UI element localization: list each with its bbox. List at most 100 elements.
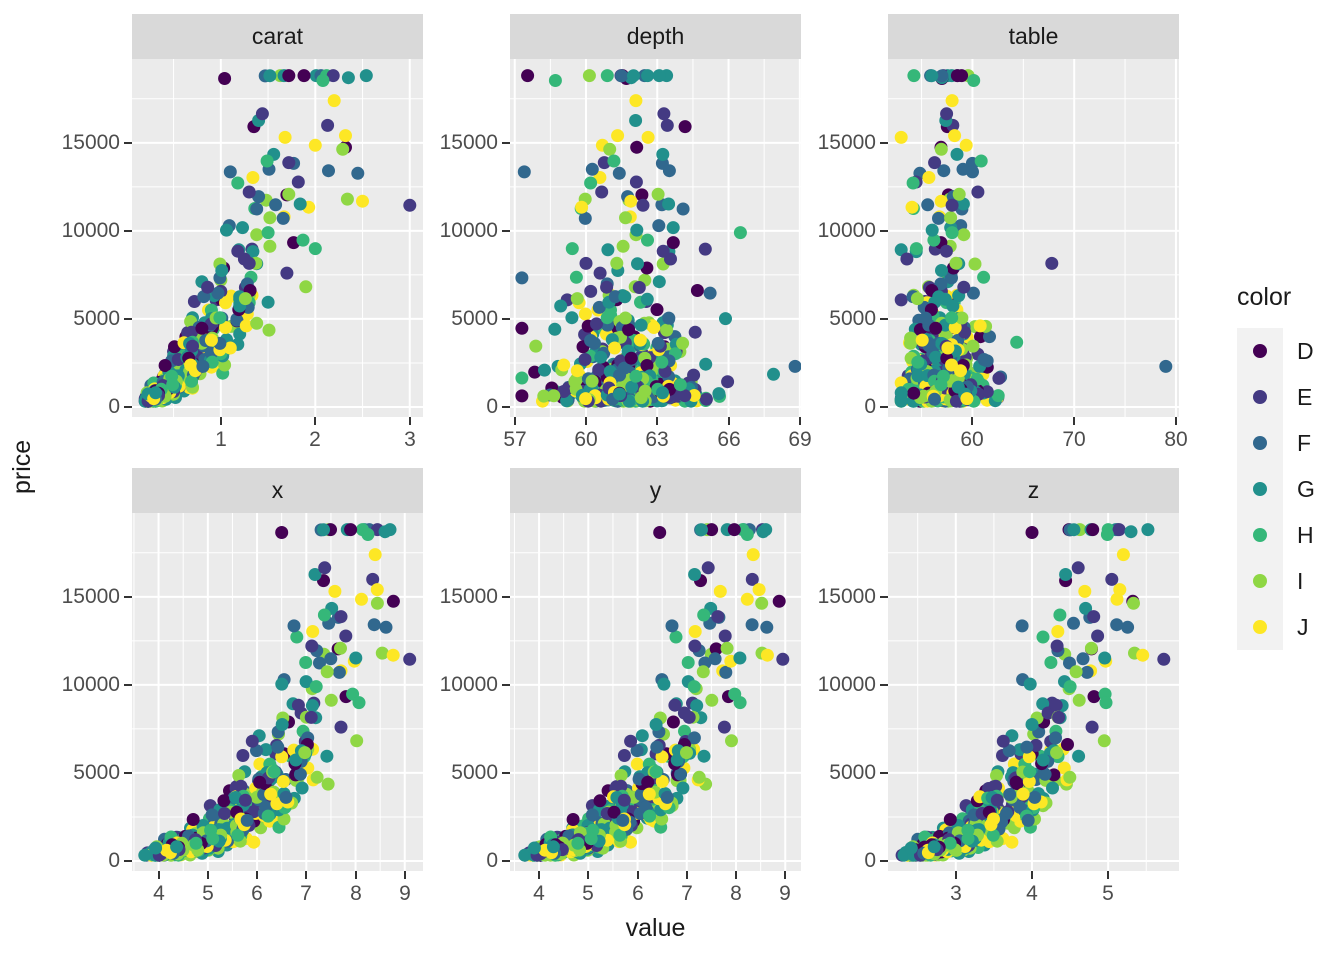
legend-item-F: F	[1237, 420, 1315, 466]
y-tick-mark	[880, 684, 888, 686]
legend-key-H	[1237, 512, 1283, 558]
x-tick-mark	[1107, 871, 1109, 879]
x-tick-mark	[955, 871, 957, 879]
x-tick-label: 60	[960, 428, 984, 451]
y-tick-mark	[124, 772, 132, 774]
y-tick-label: 5000	[73, 307, 120, 330]
y-tick-mark	[124, 684, 132, 686]
x-tick-label: 1	[215, 428, 227, 451]
x-tick-label: 66	[717, 428, 741, 451]
y-tick-mark	[124, 142, 132, 144]
x-tick-label: 80	[1164, 428, 1188, 451]
x-tick-mark	[207, 871, 209, 879]
legend-dot-H	[1253, 528, 1267, 542]
x-tick-label: 5	[202, 882, 214, 905]
y-tick-label: 15000	[61, 131, 120, 154]
x-tick-label: 5	[1102, 882, 1114, 905]
facet-strip-y: y	[510, 468, 801, 513]
x-axis-title: value	[625, 914, 686, 942]
legend-key-D	[1237, 328, 1283, 374]
y-tick-mark	[880, 860, 888, 862]
x-tick-mark	[305, 871, 307, 879]
y-tick-mark	[502, 772, 510, 774]
y-tick-label: 15000	[61, 585, 120, 608]
x-tick-label: 4	[153, 882, 165, 905]
x-tick-label: 63	[645, 428, 669, 451]
x-tick-mark	[784, 871, 786, 879]
x-tick-mark	[656, 417, 658, 425]
x-tick-label: 60	[574, 428, 598, 451]
y-tick-mark	[124, 860, 132, 862]
facet-panel-y	[510, 513, 801, 871]
y-tick-label: 10000	[817, 219, 876, 242]
legend-item-I: I	[1237, 558, 1315, 604]
facet-strip-depth: depth	[510, 14, 801, 59]
y-tick-mark	[502, 684, 510, 686]
legend-key-G	[1237, 466, 1283, 512]
y-tick-mark	[880, 318, 888, 320]
y-tick-mark	[124, 406, 132, 408]
legend-dot-E	[1253, 390, 1267, 404]
x-tick-mark	[1175, 417, 1177, 425]
x-tick-label: 70	[1062, 428, 1086, 451]
legend-label-H: H	[1297, 521, 1314, 548]
legend-dot-G	[1253, 482, 1267, 496]
y-tick-mark	[502, 318, 510, 320]
facet-panel-x	[132, 513, 423, 871]
legend-label-J: J	[1297, 613, 1309, 640]
legend-key-E	[1237, 374, 1283, 420]
x-tick-mark	[538, 871, 540, 879]
x-tick-label: 2	[309, 428, 321, 451]
x-tick-mark	[735, 871, 737, 879]
facet-strip-x: x	[132, 468, 423, 513]
x-tick-label: 57	[503, 428, 527, 451]
points-layer	[518, 523, 790, 862]
y-tick-label: 5000	[451, 307, 498, 330]
x-tick-label: 6	[251, 882, 263, 905]
legend-label-F: F	[1297, 429, 1312, 456]
y-tick-label: 10000	[61, 219, 120, 242]
legend-label-G: G	[1297, 475, 1315, 502]
y-tick-label: 0	[864, 395, 876, 418]
legend-key-I	[1237, 558, 1283, 604]
y-tick-label: 10000	[61, 673, 120, 696]
y-tick-label: 0	[108, 849, 120, 872]
x-tick-mark	[514, 417, 516, 425]
x-tick-mark	[220, 417, 222, 425]
y-tick-label: 15000	[817, 131, 876, 154]
legend-dot-I	[1253, 574, 1267, 588]
x-tick-label: 4	[1026, 882, 1038, 905]
x-tick-mark	[355, 871, 357, 879]
y-tick-label: 10000	[817, 673, 876, 696]
x-tick-label: 3	[404, 428, 416, 451]
legend-dot-J	[1253, 620, 1267, 634]
legend-key-J	[1237, 604, 1283, 650]
y-tick-label: 5000	[829, 761, 876, 784]
minor-gridlines	[888, 59, 1179, 417]
facet-strip-carat: carat	[132, 14, 423, 59]
y-tick-mark	[880, 142, 888, 144]
x-tick-label: 4	[533, 882, 545, 905]
y-tick-label: 5000	[829, 307, 876, 330]
y-tick-label: 15000	[439, 585, 498, 608]
y-tick-mark	[124, 230, 132, 232]
legend-dot-F	[1253, 436, 1267, 450]
x-tick-mark	[158, 871, 160, 879]
x-tick-label: 9	[399, 882, 411, 905]
x-tick-label: 6	[632, 882, 644, 905]
legend-label-D: D	[1297, 337, 1314, 364]
x-tick-mark	[799, 417, 801, 425]
y-tick-mark	[880, 596, 888, 598]
x-tick-mark	[587, 871, 589, 879]
facet-panel-carat	[132, 59, 423, 417]
points-layer	[138, 523, 417, 862]
facet-panel-table	[888, 59, 1179, 417]
points-layer	[895, 523, 1171, 862]
y-tick-label: 10000	[439, 673, 498, 696]
points-layer	[515, 69, 801, 408]
y-tick-mark	[502, 230, 510, 232]
